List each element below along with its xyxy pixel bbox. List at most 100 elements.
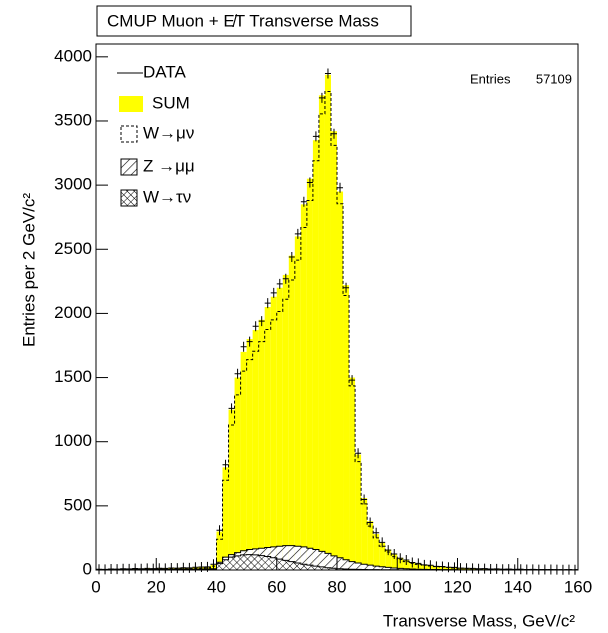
data-point bbox=[126, 563, 133, 574]
data-point bbox=[517, 564, 524, 575]
stats-label: Entries bbox=[470, 71, 511, 86]
data-point bbox=[475, 563, 482, 574]
bar bbox=[391, 554, 398, 570]
x-axis-label: Transverse Mass, GeV/c² bbox=[383, 611, 575, 630]
x-tick-label: 0 bbox=[91, 577, 100, 596]
bar bbox=[252, 554, 259, 570]
data-point bbox=[523, 564, 530, 575]
bar bbox=[343, 568, 350, 570]
data-point bbox=[457, 563, 464, 574]
data-point bbox=[96, 564, 103, 575]
bar bbox=[246, 554, 253, 570]
bar bbox=[282, 560, 289, 570]
data-point bbox=[264, 298, 271, 309]
data-point bbox=[288, 251, 295, 262]
data-point bbox=[138, 563, 145, 574]
x-tick-label: 100 bbox=[383, 577, 411, 596]
legend-label: DATA bbox=[143, 62, 186, 81]
data-point bbox=[216, 525, 223, 536]
y-tick-label: 3000 bbox=[54, 175, 92, 194]
bar bbox=[228, 557, 235, 570]
bar bbox=[318, 566, 325, 570]
data-point bbox=[108, 563, 115, 574]
data-point bbox=[258, 316, 265, 327]
data-point bbox=[379, 537, 386, 548]
bar bbox=[270, 557, 277, 570]
bar bbox=[403, 568, 410, 570]
data-point bbox=[276, 278, 283, 289]
data-point bbox=[198, 562, 205, 573]
bar bbox=[288, 561, 295, 570]
data-point bbox=[192, 562, 199, 573]
bar bbox=[306, 548, 313, 570]
plot-area bbox=[95, 68, 579, 575]
bar bbox=[337, 568, 344, 570]
bar bbox=[264, 556, 271, 570]
data-point bbox=[252, 321, 259, 332]
data-point bbox=[246, 336, 253, 347]
bar bbox=[337, 557, 344, 570]
bar bbox=[258, 555, 265, 570]
bar bbox=[282, 545, 289, 570]
data-point bbox=[186, 562, 193, 573]
legend-label: Z →μμ bbox=[143, 156, 195, 175]
y-tick-label: 4000 bbox=[54, 46, 92, 65]
bar bbox=[312, 140, 319, 570]
data-point bbox=[391, 548, 398, 559]
data-point bbox=[330, 128, 337, 139]
data-point bbox=[451, 562, 458, 573]
data-point bbox=[547, 564, 554, 575]
data-point bbox=[324, 68, 331, 79]
bar bbox=[306, 565, 313, 570]
legend-swatch bbox=[120, 125, 138, 143]
data-point bbox=[529, 564, 536, 575]
data-point bbox=[361, 494, 368, 505]
data-point bbox=[228, 403, 235, 414]
data-point bbox=[210, 559, 217, 570]
x-tick-label: 160 bbox=[564, 577, 592, 596]
bar bbox=[349, 561, 356, 570]
data-point bbox=[415, 558, 422, 569]
data-point bbox=[481, 563, 488, 574]
legend-label: W→μν bbox=[143, 123, 194, 142]
data-point bbox=[499, 564, 506, 575]
bar bbox=[240, 554, 247, 570]
bar bbox=[330, 555, 337, 570]
bar bbox=[385, 549, 392, 570]
bar bbox=[258, 319, 265, 570]
legend-label: SUM bbox=[152, 93, 190, 112]
data-point bbox=[240, 341, 247, 352]
bar bbox=[318, 95, 325, 570]
data-point bbox=[367, 517, 374, 528]
data-point bbox=[294, 228, 301, 239]
data-point bbox=[132, 563, 139, 574]
x-tick-label: 140 bbox=[504, 577, 532, 596]
bar bbox=[300, 204, 307, 571]
bar bbox=[288, 545, 295, 570]
bar bbox=[270, 296, 277, 570]
data-point bbox=[234, 368, 241, 379]
bar bbox=[288, 255, 295, 570]
bar bbox=[403, 560, 410, 570]
y-tick-label: 500 bbox=[64, 495, 92, 514]
data-point bbox=[349, 375, 356, 386]
bar bbox=[282, 274, 289, 570]
bar bbox=[324, 553, 331, 570]
bar bbox=[367, 521, 374, 570]
data-point bbox=[270, 287, 277, 298]
bar bbox=[330, 131, 337, 571]
bar bbox=[252, 330, 259, 570]
data-point bbox=[541, 564, 548, 575]
data-point bbox=[144, 563, 151, 574]
bar bbox=[349, 377, 356, 570]
bar bbox=[324, 567, 331, 570]
data-point bbox=[282, 273, 289, 284]
data-point bbox=[150, 563, 157, 574]
data-point bbox=[343, 282, 350, 293]
data-point bbox=[403, 554, 410, 565]
bar bbox=[391, 567, 398, 570]
bar bbox=[210, 568, 217, 570]
bar bbox=[397, 568, 404, 570]
legend-swatch bbox=[120, 158, 138, 176]
